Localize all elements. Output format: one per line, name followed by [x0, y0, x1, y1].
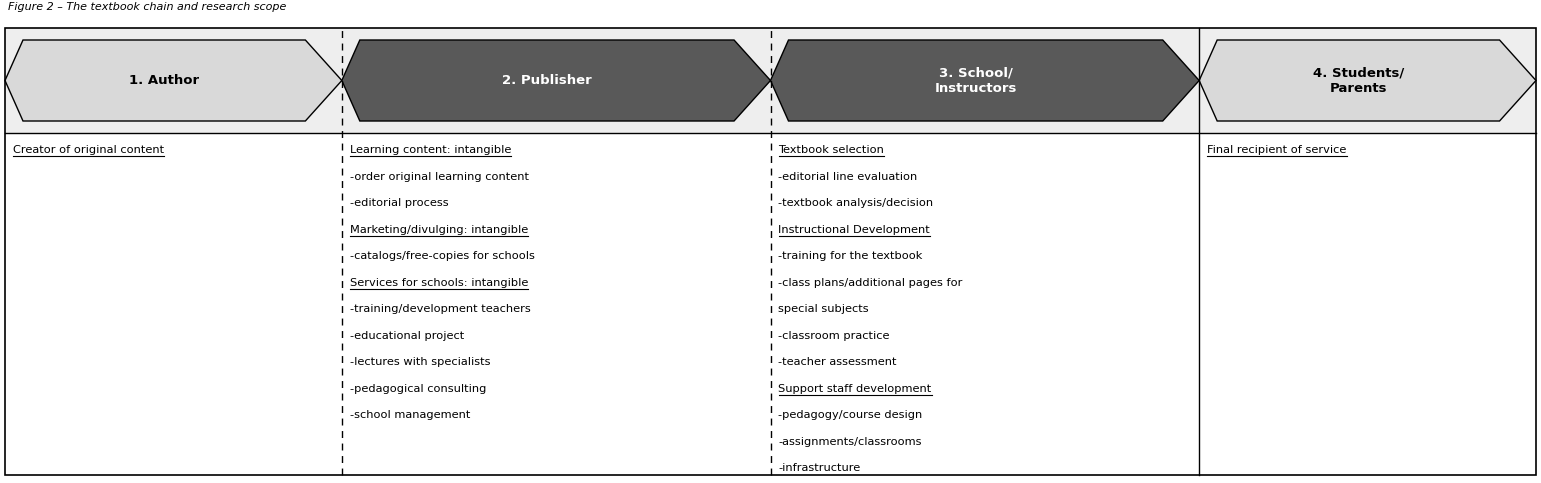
Text: 2. Publisher: 2. Publisher [502, 74, 592, 87]
Text: 1. Author: 1. Author [129, 74, 199, 87]
Text: Instructional Development: Instructional Development [778, 225, 931, 235]
Text: -lectures with specialists: -lectures with specialists [350, 357, 490, 367]
Text: Figure 2 – The textbook chain and research scope: Figure 2 – The textbook chain and resear… [8, 2, 287, 12]
Text: special subjects: special subjects [778, 304, 869, 314]
Text: -pedagogy/course design: -pedagogy/course design [778, 410, 923, 420]
Text: -editorial process: -editorial process [350, 198, 448, 208]
Text: 4. Students/
Parents: 4. Students/ Parents [1313, 67, 1404, 95]
Text: -catalogs/free-copies for schools: -catalogs/free-copies for schools [350, 251, 535, 261]
Text: -classroom practice: -classroom practice [778, 330, 891, 341]
Text: -textbook analysis/decision: -textbook analysis/decision [778, 198, 934, 208]
Text: -order original learning content: -order original learning content [350, 171, 529, 182]
Text: -class plans/additional pages for: -class plans/additional pages for [778, 278, 963, 287]
Text: Creator of original content: Creator of original content [12, 145, 165, 155]
Bar [770, 133, 1199, 475]
Text: -training for the textbook: -training for the textbook [778, 251, 923, 261]
Polygon shape [770, 40, 1199, 121]
Text: Final recipient of service: Final recipient of service [1207, 145, 1347, 155]
Text: -school management: -school management [350, 410, 470, 420]
Polygon shape [5, 40, 342, 121]
Text: -pedagogical consulting: -pedagogical consulting [350, 384, 487, 394]
Text: 3. School/
Instructors: 3. School/ Instructors [934, 67, 1017, 95]
Text: -educational project: -educational project [350, 330, 464, 341]
Text: -infrastructure: -infrastructure [778, 463, 861, 473]
Text: Learning content: intangible: Learning content: intangible [350, 145, 512, 155]
Bar [1199, 133, 1536, 475]
Polygon shape [1199, 40, 1536, 121]
Bar [5, 133, 342, 475]
Text: Support staff development: Support staff development [778, 384, 932, 394]
Text: Services for schools: intangible: Services for schools: intangible [350, 278, 529, 287]
Text: -assignments/classrooms: -assignments/classrooms [778, 437, 922, 446]
Polygon shape [342, 40, 770, 121]
Bar [342, 133, 770, 475]
Text: -teacher assessment: -teacher assessment [778, 357, 897, 367]
Text: -editorial line evaluation: -editorial line evaluation [778, 171, 918, 182]
Text: Textbook selection: Textbook selection [778, 145, 885, 155]
Text: Marketing/divulging: intangible: Marketing/divulging: intangible [350, 225, 529, 235]
Text: -training/development teachers: -training/development teachers [350, 304, 530, 314]
